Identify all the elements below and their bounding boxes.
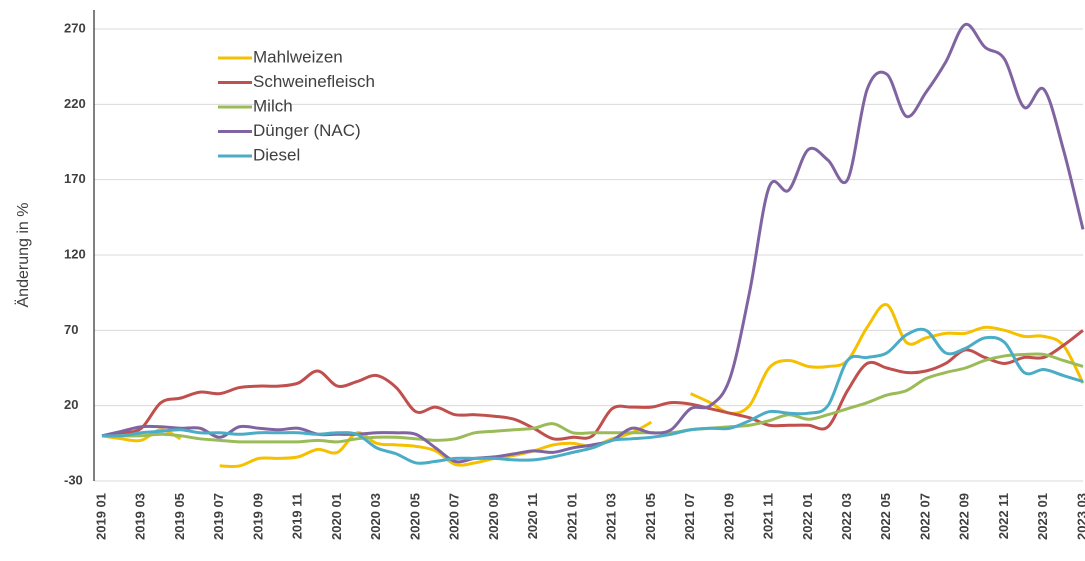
x-tick-label: 2022 01 (800, 493, 815, 540)
y-tick-label: -30 (64, 472, 83, 487)
y-tick-label: 170 (64, 171, 86, 186)
x-tick-label: 2021 11 (761, 493, 776, 539)
x-tick-label: 2020 01 (329, 493, 344, 540)
x-tick-label: 2022 05 (878, 493, 893, 540)
legend-label: Mahlweizen (253, 47, 343, 66)
y-axis-label: Änderung in % (14, 203, 32, 308)
x-tick-label: 2020 03 (368, 493, 383, 540)
x-tick-label: 2021 07 (682, 493, 697, 540)
y-tick-label: 120 (64, 246, 86, 261)
y-tick-label: 270 (64, 20, 86, 35)
x-tick-label: 2022 03 (839, 493, 854, 540)
x-tick-label: 2019 05 (172, 493, 187, 540)
x-tick-label: 2022 09 (957, 493, 972, 540)
x-tick-label: 2020 07 (447, 493, 462, 540)
legend-label: Dünger (NAC) (253, 121, 361, 140)
x-tick-label: 2019 01 (93, 493, 108, 540)
legend-label: Schweinefleisch (253, 72, 375, 91)
legend-label: Diesel (253, 145, 300, 164)
y-tick-label: 70 (64, 322, 78, 337)
x-tick-label: 2021 01 (564, 493, 579, 540)
series-line (102, 352, 1084, 444)
x-tick-label: 2020 05 (407, 493, 422, 540)
legend-label: Milch (253, 96, 293, 115)
x-tick-label: 2021 05 (643, 493, 658, 540)
x-tick-label: 2021 03 (604, 493, 619, 540)
y-tick-label: 220 (64, 96, 86, 111)
x-tick-label: 2023 03 (1074, 493, 1085, 540)
x-tick-label: 2019 09 (250, 493, 265, 540)
x-tick-label: 2023 01 (1035, 493, 1050, 540)
x-tick-label: 2022 07 (917, 493, 932, 540)
x-tick-label: 2019 03 (133, 493, 148, 540)
x-tick-label: 2019 07 (211, 493, 226, 540)
x-tick-label: 2020 09 (486, 493, 501, 540)
x-tick-label: 2022 11 (996, 493, 1011, 539)
series-line (101, 327, 1084, 465)
series-line (101, 329, 1084, 441)
y-tick-label: 20 (64, 397, 78, 412)
x-tick-label: 2020 11 (525, 493, 540, 539)
x-tick-label: 2021 09 (721, 493, 736, 540)
x-tick-label: 2019 11 (290, 493, 305, 539)
series-line (101, 22, 1085, 464)
